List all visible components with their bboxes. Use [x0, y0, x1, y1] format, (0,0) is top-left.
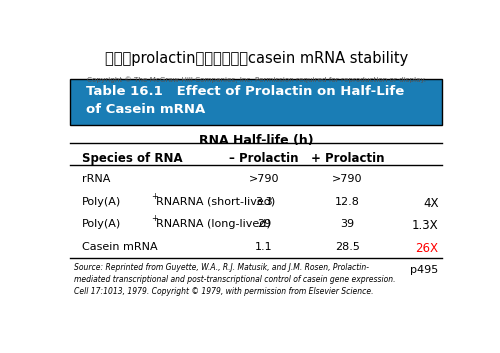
Text: Casein mRNA: Casein mRNA: [82, 242, 158, 252]
Text: + Prolactin: + Prolactin: [310, 152, 384, 166]
Text: p495: p495: [410, 265, 438, 275]
Text: Source: Reprinted from Guyette, W.A., R.J. Matusik, and J.M. Rosen, Prolactin-
m: Source: Reprinted from Guyette, W.A., R.…: [74, 263, 396, 296]
Text: Table 16.1   Effect of Prolactin on Half-Life
of Casein mRNA: Table 16.1 Effect of Prolactin on Half-L…: [86, 85, 404, 116]
Text: 28.5: 28.5: [335, 242, 360, 252]
Text: RNARNA (long-lived): RNARNA (long-lived): [156, 219, 270, 229]
Text: RNA Half-life (h): RNA Half-life (h): [199, 134, 314, 147]
Text: 1.3X: 1.3X: [412, 219, 438, 232]
Text: RNARNA (short-lived): RNARNA (short-lived): [156, 197, 275, 207]
Text: +: +: [151, 192, 158, 201]
Text: 26X: 26X: [416, 242, 438, 255]
Text: >790: >790: [332, 174, 362, 184]
Text: 29: 29: [257, 219, 271, 229]
Text: 39: 39: [340, 219, 354, 229]
Text: +: +: [151, 214, 158, 223]
Text: Poly(A): Poly(A): [82, 197, 121, 207]
FancyBboxPatch shape: [70, 79, 442, 125]
Text: – Prolactin: – Prolactin: [229, 152, 299, 166]
Text: 3.3: 3.3: [255, 197, 273, 207]
Text: Copyright © The McGraw-Hill Companies, Inc. Permission required for reproduction: Copyright © The McGraw-Hill Companies, I…: [87, 76, 426, 83]
Text: 1.1: 1.1: [255, 242, 273, 252]
Text: >790: >790: [249, 174, 279, 184]
Text: 4X: 4X: [423, 197, 438, 210]
Text: rRNA: rRNA: [82, 174, 110, 184]
Text: 結論：prolactin選擇性的增加casein mRNA stability: 結論：prolactin選擇性的增加casein mRNA stability: [104, 50, 408, 66]
Text: 12.8: 12.8: [335, 197, 360, 207]
Text: Species of RNA: Species of RNA: [82, 152, 182, 166]
Text: Poly(A): Poly(A): [82, 219, 121, 229]
